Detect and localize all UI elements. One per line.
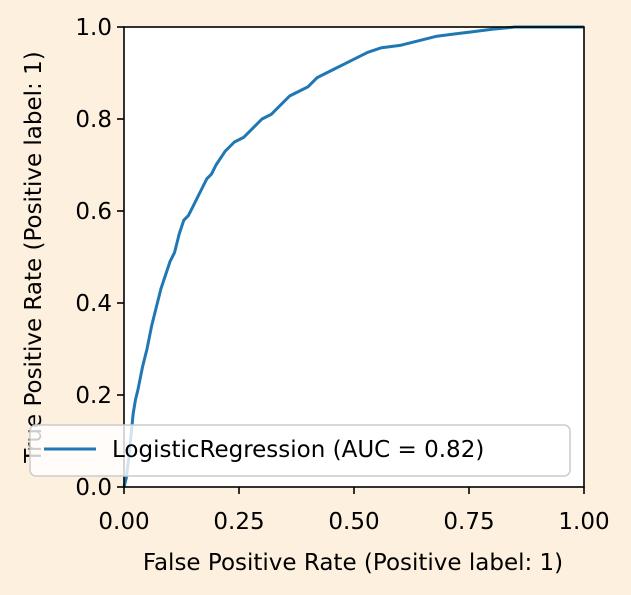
plot-area-background [124,27,584,487]
x-tick-label: 0.75 [443,509,494,535]
legend-box [29,424,571,477]
y-tick-label: 0.0 [75,475,112,501]
y-tick-label: 0.2 [75,383,112,409]
y-tick-label: 0.6 [75,199,112,225]
x-tick-label: 0.25 [213,509,264,535]
y-axis-label: True Positive Rate (Positive label: 1) [21,51,47,463]
y-tick-label: 1.0 [75,15,112,41]
x-axis-ticks: 0.00 0.25 0.50 0.75 1.00 [98,487,610,535]
y-tick-label: 0.8 [75,107,112,133]
plot-area-frame [123,26,585,488]
x-tick-label: 0.00 [98,509,149,535]
legend: LogisticRegression (AUC = 0.82) [29,424,571,477]
y-axis-ticks: 0.0 0.2 0.4 0.6 0.8 1.0 [75,15,124,501]
y-tick-label: 0.4 [75,291,112,317]
x-tick-label: 1.00 [558,509,609,535]
roc-curve-line [122,25,584,488]
x-axis-label: False Positive Rate (Positive label: 1) [143,550,563,576]
x-tick-label: 0.50 [328,509,379,535]
legend-label: LogisticRegression (AUC = 0.82) [112,437,484,463]
